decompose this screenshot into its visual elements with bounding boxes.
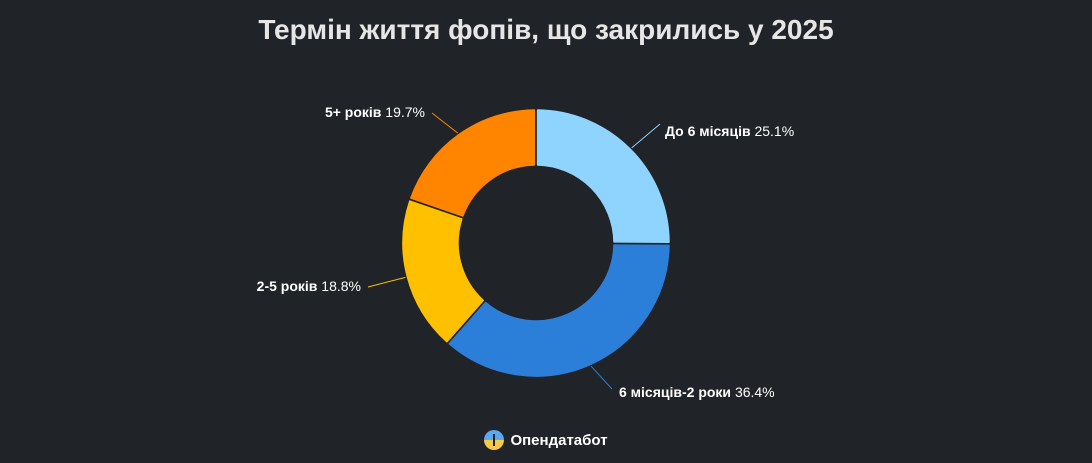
leader-lines-group (367, 112, 661, 390)
slice-label-name: 6 місяців-2 роки (619, 384, 735, 400)
leader-line (631, 123, 661, 149)
donut-slice[interactable] (536, 109, 670, 243)
leader-line (431, 112, 458, 134)
brand-name: Опендатабот (510, 431, 608, 449)
slice-label-value: 25.1% (754, 123, 794, 139)
slice-labels-group: До 6 місяців 25.1% 6 місяців-2 роки 36.4%… (257, 104, 795, 400)
opendatabot-logo-icon (484, 430, 505, 450)
slice-label: 2-5 років 18.8% (257, 278, 361, 294)
donut-slice[interactable] (410, 109, 536, 217)
donut-slice[interactable] (402, 200, 484, 343)
chart-title: Термін життя фопів, що закрились у 2025 (258, 14, 834, 45)
footer: Опендатабот (0, 430, 1092, 450)
slice-label-value: 36.4% (735, 384, 775, 400)
slice-label: 5+ років 19.7% (325, 104, 425, 120)
slice-label: До 6 місяців 25.1% (665, 123, 794, 139)
donut-slice[interactable] (448, 244, 670, 377)
slice-label-name: 5+ років (325, 104, 385, 120)
slice-label-value: 19.7% (385, 104, 425, 120)
leader-line (367, 276, 406, 288)
slices-group (402, 109, 670, 377)
slice-label: 6 місяців-2 роки 36.4% (619, 384, 775, 400)
slice-label-name: 2-5 років (257, 278, 322, 294)
slice-label-name: До 6 місяців (665, 123, 754, 139)
leader-line (590, 365, 613, 390)
slice-label-value: 18.8% (321, 278, 361, 294)
